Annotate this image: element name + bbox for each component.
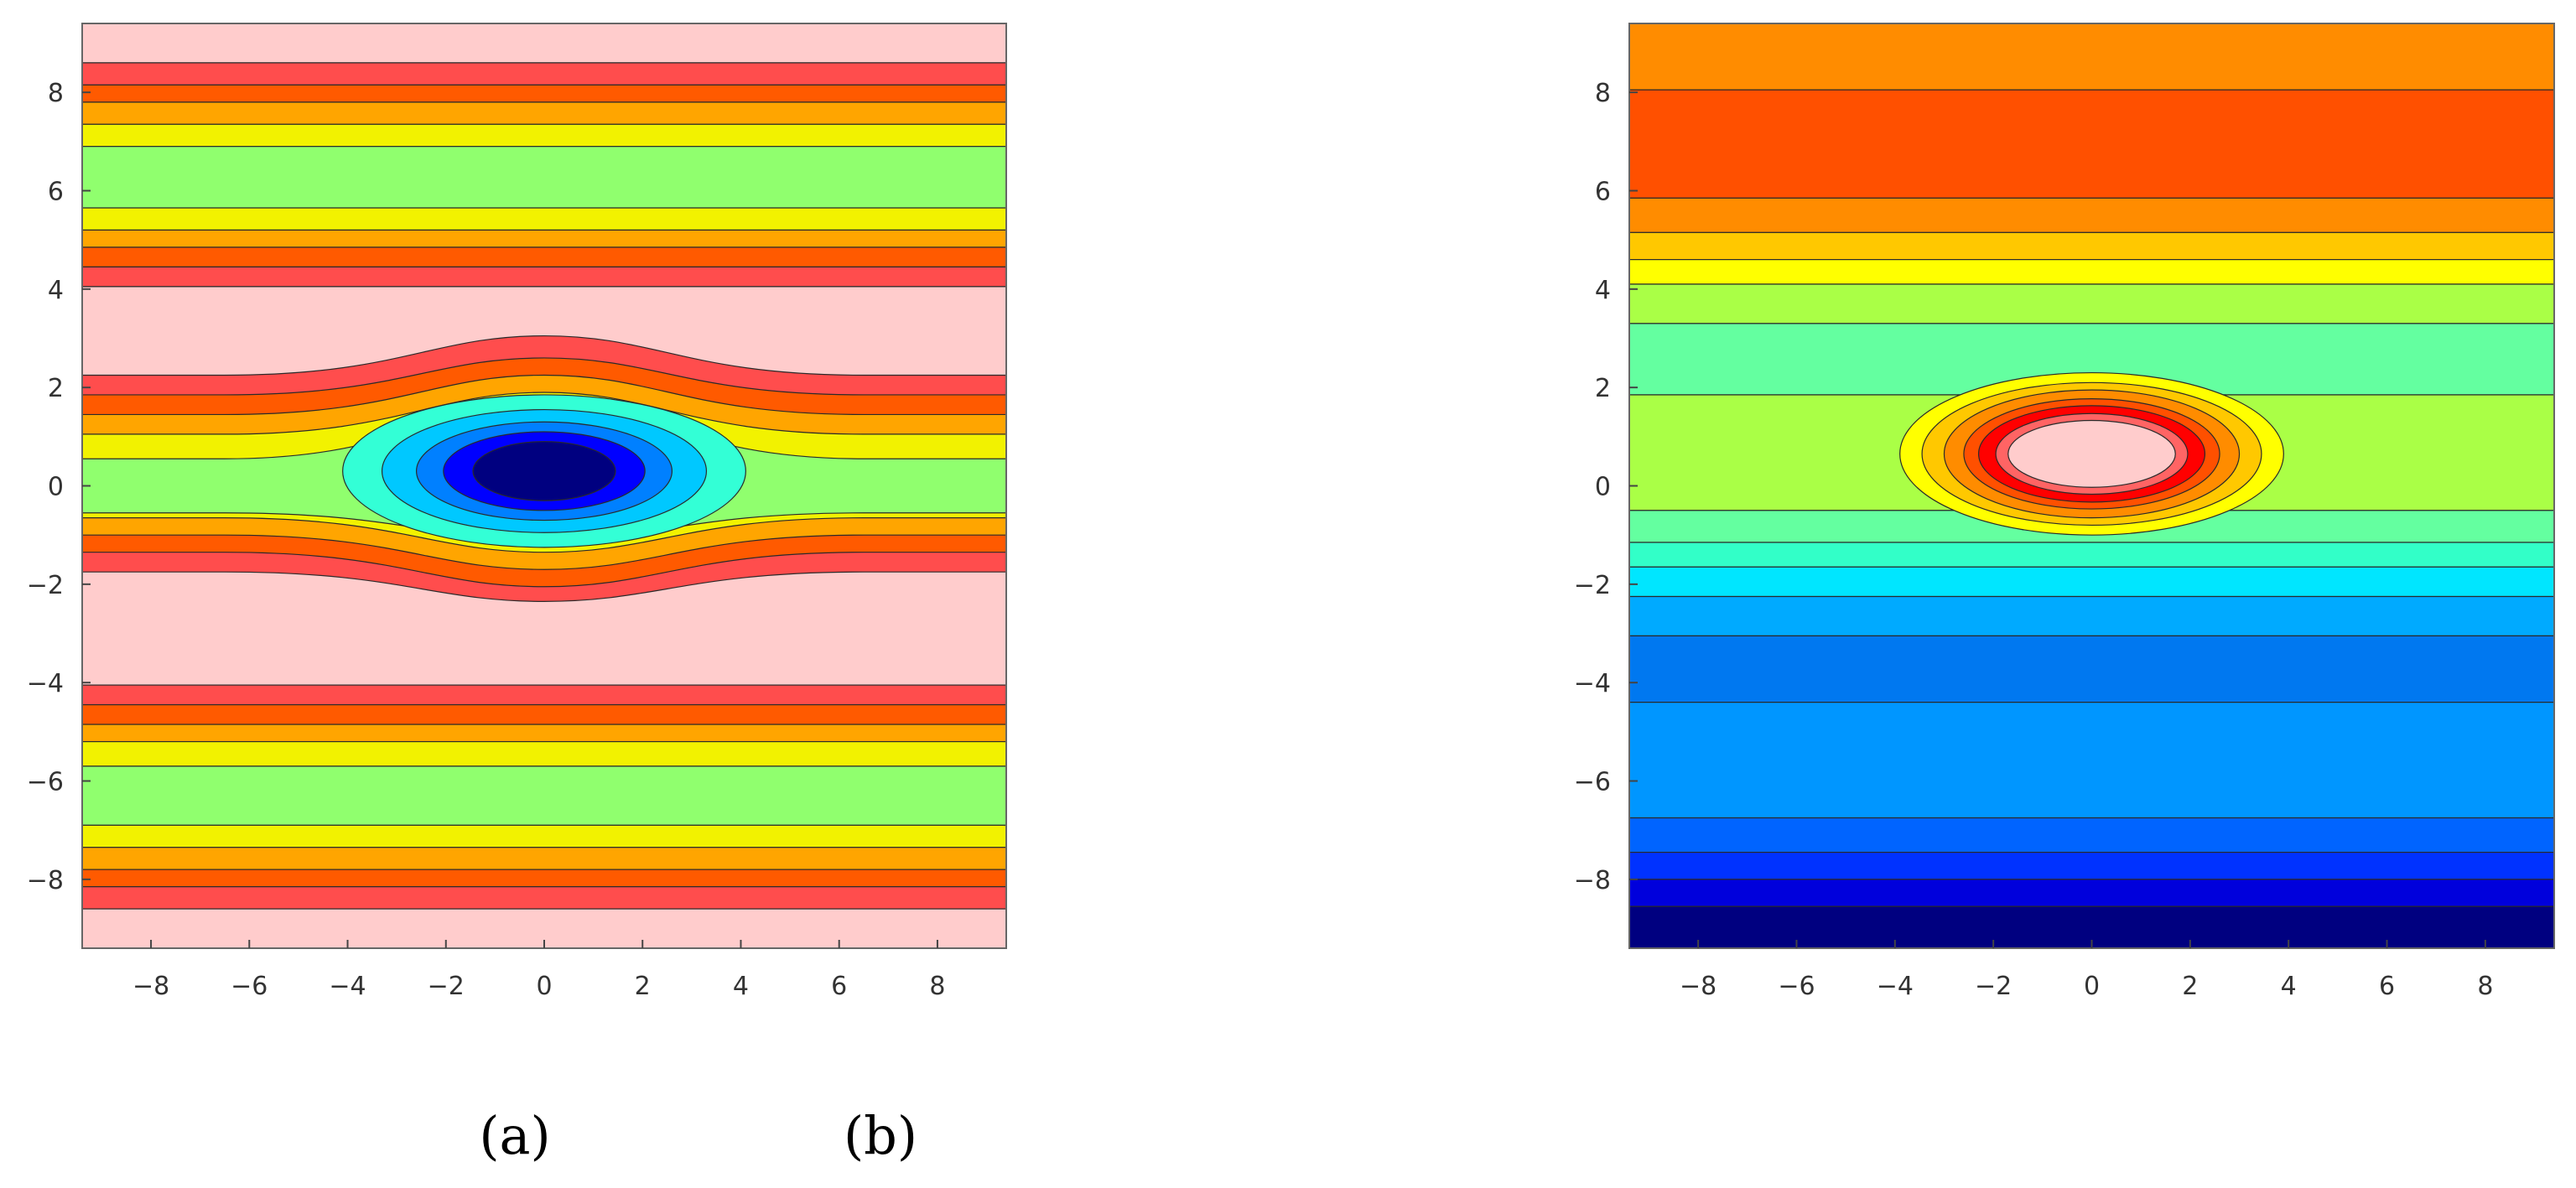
- contour-band: [1629, 283, 2554, 324]
- y-tick-label: −8: [27, 866, 64, 895]
- contour-band: [82, 229, 1006, 248]
- y-tick-label: −4: [1574, 669, 1611, 698]
- contour-fill-group: [82, 23, 1006, 948]
- x-tick-label: −8: [1680, 972, 1716, 1001]
- y-tick-label: 8: [1595, 79, 1611, 108]
- x-tick-label: 0: [2084, 972, 2100, 1001]
- contour-band: [82, 266, 1006, 288]
- contour-band: [82, 703, 1006, 725]
- x-tick-label: 4: [733, 972, 749, 1001]
- contour-band: [1629, 89, 2554, 199]
- contour-band: [82, 101, 1006, 125]
- y-tick-label: 6: [48, 177, 64, 206]
- contour-band: [1629, 231, 2554, 261]
- contour-band: [82, 847, 1006, 870]
- contour-plot-b: −8 −6 −4 −2 0 2 4 6 8 −8 −6 −4 −2 0 2 4 6 8: [1574, 23, 2555, 1001]
- y-tick-label: 2: [48, 374, 64, 403]
- panel-a: −8 −6 −4 −2 0 2 4 6 8 −8 −6 −4 −2 0 2 4 6 8: [27, 23, 1007, 1001]
- y-tick-label: −6: [27, 768, 64, 797]
- contour-band: [82, 684, 1006, 706]
- y-tick-label: −2: [1574, 571, 1611, 600]
- caption-b: (b): [843, 1105, 918, 1166]
- y-tick-label: 4: [48, 276, 64, 305]
- contour-level: [472, 441, 616, 501]
- contour-level: [2007, 419, 2176, 488]
- contour-band: [1629, 23, 2554, 91]
- y-tick-label: 4: [1595, 276, 1611, 305]
- contour-band: [1629, 817, 2554, 853]
- contour-band: [82, 23, 1006, 64]
- contour-band: [82, 824, 1006, 848]
- x-tick-label: 4: [2281, 972, 2297, 1001]
- contour-band: [1629, 635, 2554, 703]
- x-tick-label: −6: [231, 972, 267, 1001]
- contour-band: [1629, 542, 2554, 568]
- x-tick-label: 8: [2477, 972, 2493, 1001]
- contour-band: [1629, 197, 2554, 233]
- y-tick-label: −8: [1574, 866, 1611, 895]
- contour-band: [1629, 566, 2554, 598]
- contour-band: [82, 869, 1006, 888]
- contour-band: [1629, 851, 2554, 880]
- x-tick-label: 2: [2182, 972, 2198, 1001]
- contour-fill-group: [1629, 23, 2554, 948]
- x-tick-label: 6: [2379, 972, 2395, 1001]
- y-tick-label: −6: [1574, 768, 1611, 797]
- x-tick-label: −8: [132, 972, 169, 1001]
- y-tick-label: −2: [27, 571, 64, 600]
- contour-band: [82, 765, 1006, 826]
- contour-band: [1629, 879, 2554, 907]
- contour-band: [1629, 702, 2554, 819]
- contour-band: [1629, 259, 2554, 285]
- contour-band: [82, 146, 1006, 209]
- contour-plot-a: −8 −6 −4 −2 0 2 4 6 8 −8 −6 −4 −2 0 2 4 6 8: [27, 23, 1007, 1001]
- contour-band: [82, 246, 1006, 268]
- y-tick-label: 0: [1595, 473, 1611, 502]
- contour-band: [82, 62, 1006, 86]
- x-tick-label: −2: [1975, 972, 2012, 1001]
- contour-band: [82, 207, 1006, 231]
- x-tick-label: −2: [428, 972, 465, 1001]
- contour-band: [1629, 595, 2554, 637]
- y-tick-label: 8: [48, 79, 64, 108]
- x-tick-label: 2: [635, 972, 651, 1001]
- caption-a: (a): [479, 1105, 551, 1166]
- contour-band: [82, 740, 1006, 767]
- y-tick-label: 6: [1595, 177, 1611, 206]
- x-tick-label: 0: [536, 972, 552, 1001]
- x-tick-label: −6: [1778, 972, 1815, 1001]
- y-tick-label: −4: [27, 669, 64, 698]
- x-tick-label: −4: [1877, 972, 1914, 1001]
- contour-band: [82, 724, 1006, 743]
- contour-band: [82, 84, 1006, 103]
- x-tick-label: −4: [329, 972, 366, 1001]
- contour-band: [82, 886, 1006, 910]
- panel-b: −8 −6 −4 −2 0 2 4 6 8 −8 −6 −4 −2 0 2 4 6 8: [1288, 0, 2576, 1188]
- contour-band: [82, 123, 1006, 148]
- y-tick-label: 2: [1595, 374, 1611, 403]
- x-tick-label: 8: [929, 972, 945, 1001]
- y-tick-label: 0: [48, 473, 64, 502]
- x-tick-label: 6: [831, 972, 847, 1001]
